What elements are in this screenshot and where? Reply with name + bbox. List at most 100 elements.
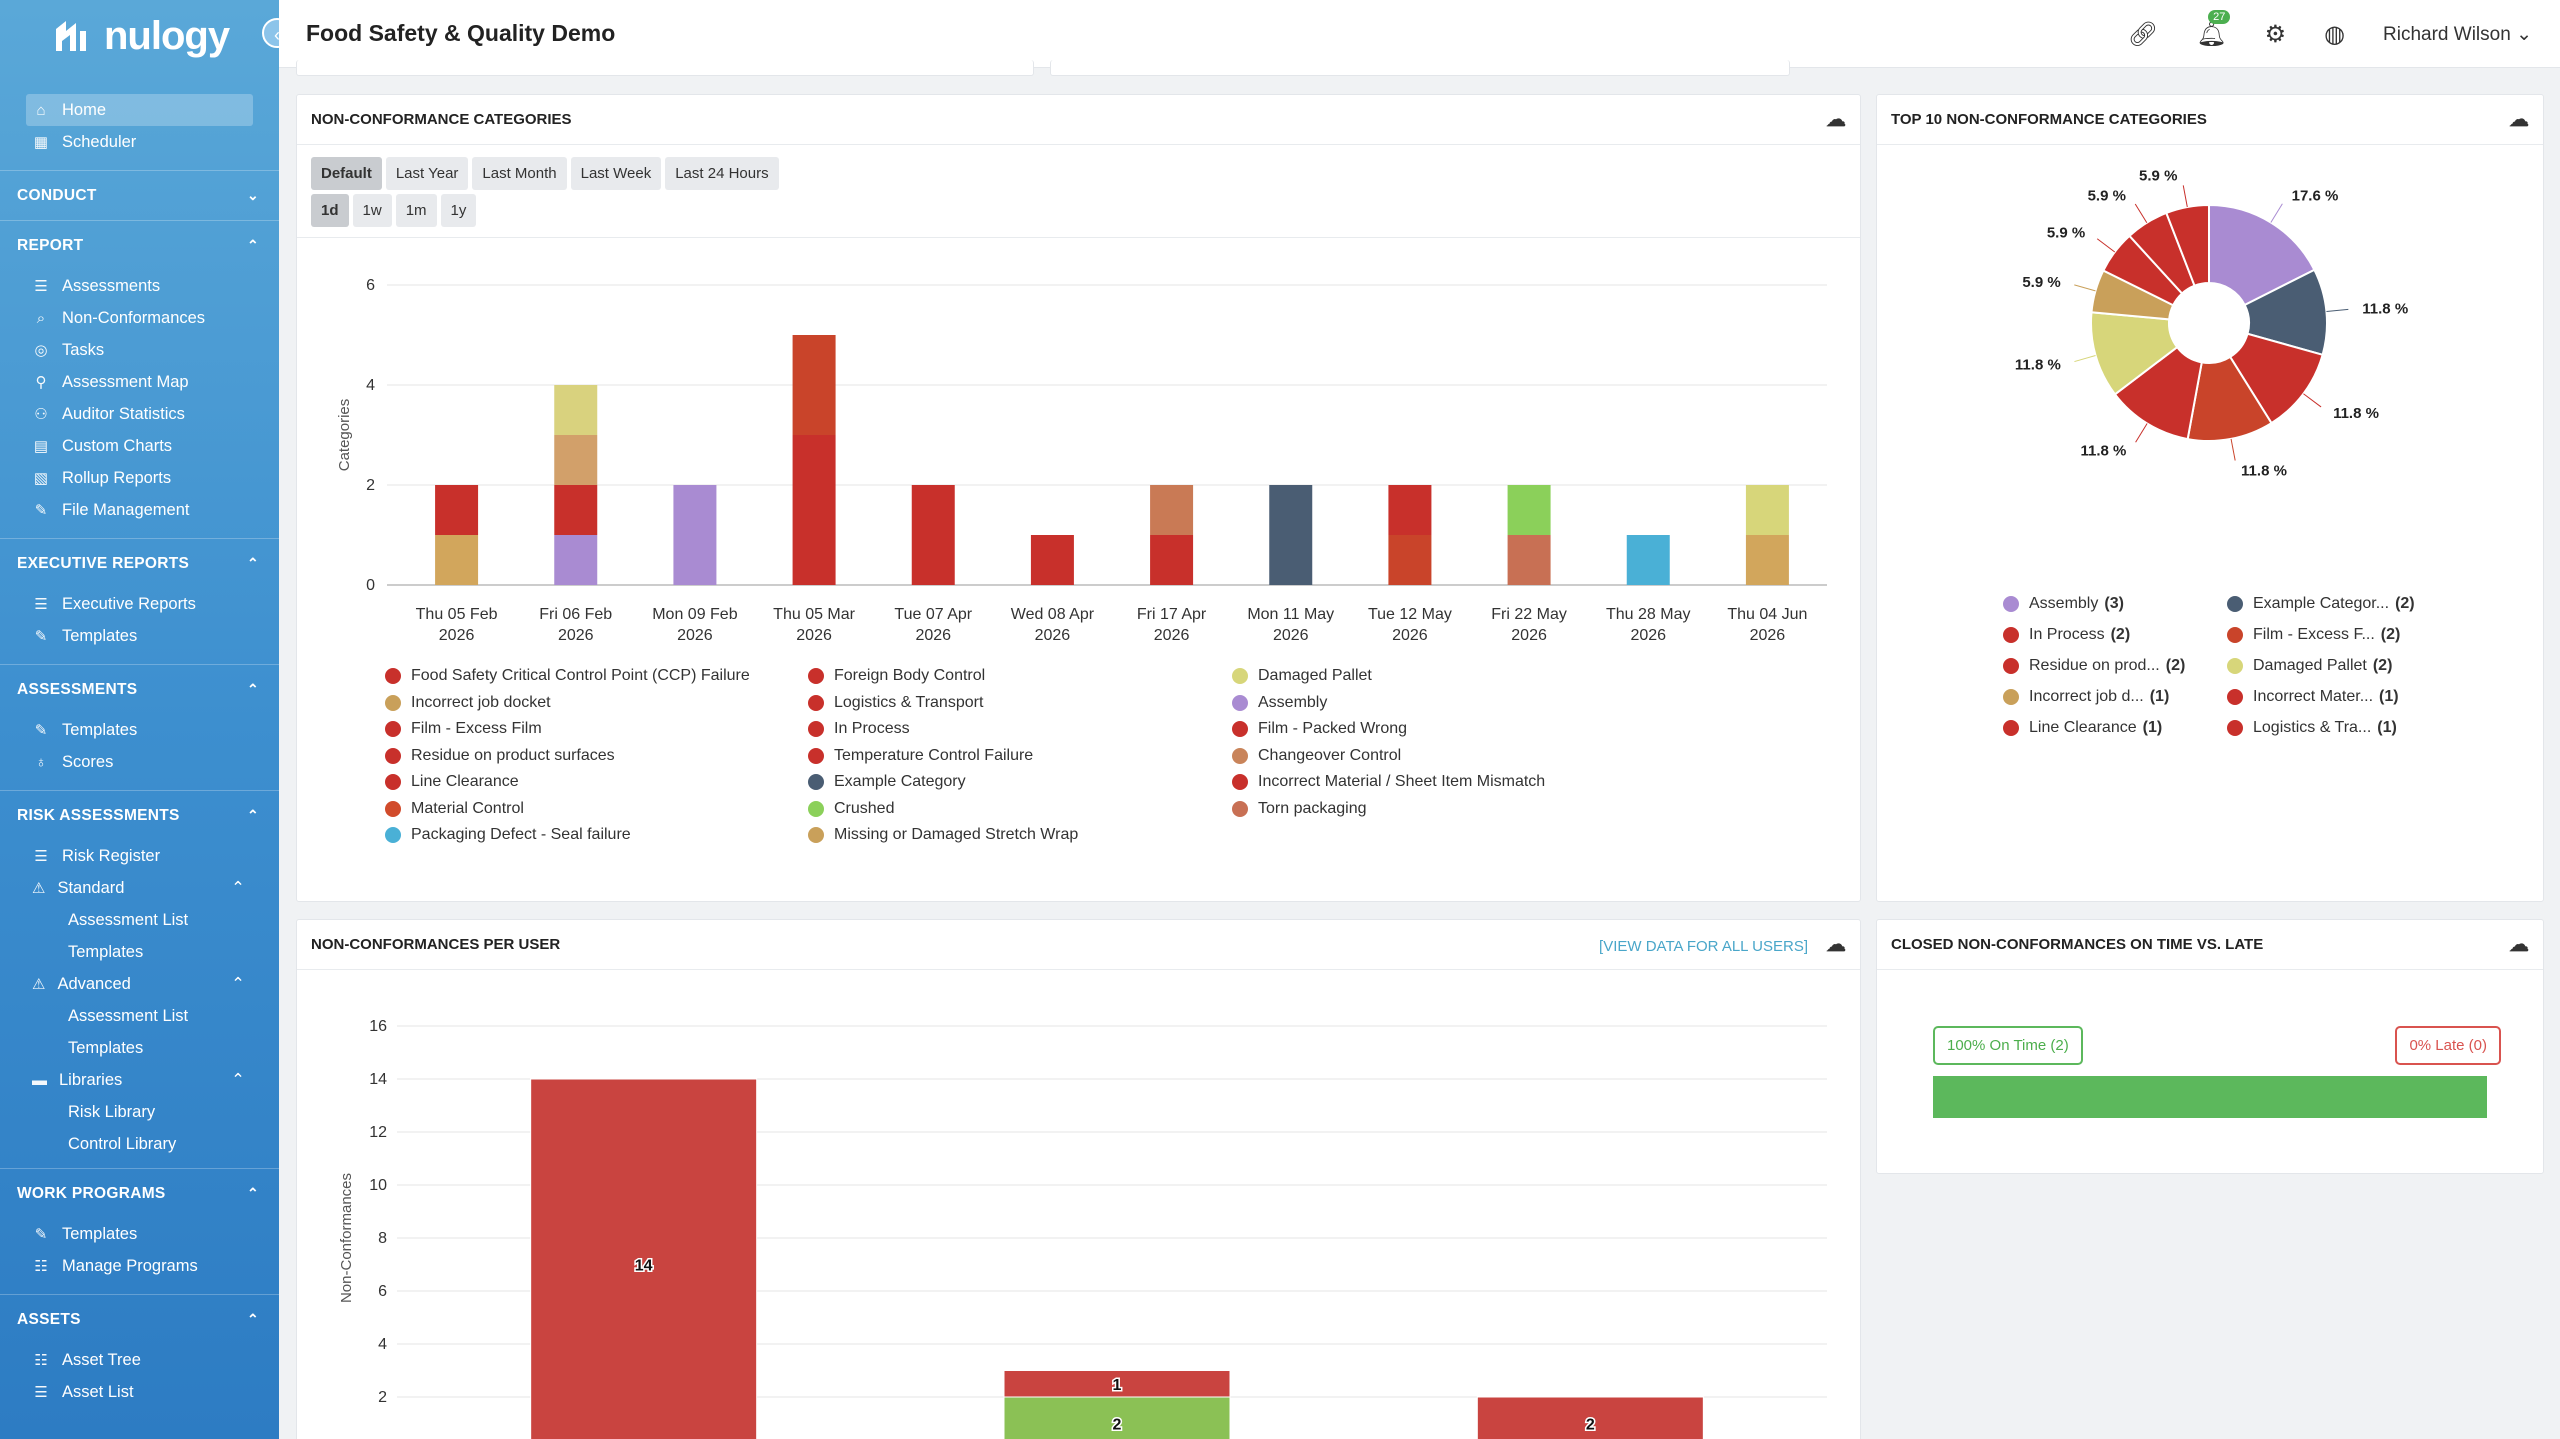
sidebar-item-auditor-statistics[interactable]: ⚇ Auditor Statistics — [0, 398, 279, 430]
sidebar-item-exec-templates[interactable]: ✎ Templates — [0, 620, 279, 652]
download-icon[interactable]: ☁︎ — [1826, 934, 1846, 956]
legend-item[interactable]: Incorrect job d... (1) — [2003, 688, 2169, 706]
legend-item[interactable]: Assembly — [1232, 694, 1327, 712]
sidebar-item-work-templates[interactable]: ✎ Templates — [0, 1218, 279, 1250]
legend-item[interactable]: Incorrect Material / Sheet Item Mismatch — [1232, 773, 1545, 791]
legend-item[interactable]: Temperature Control Failure — [808, 747, 1033, 765]
sidebar-item-rollup-reports[interactable]: ▧ Rollup Reports — [0, 462, 279, 494]
sidebar-item-risk-library[interactable]: Risk Library — [0, 1096, 279, 1128]
range-last-week-button[interactable]: Last Week — [570, 157, 662, 190]
range-default-button[interactable]: Default — [311, 157, 382, 190]
view-all-users-link[interactable]: [VIEW DATA FOR ALL USERS] — [1599, 938, 1808, 955]
legend-label: Assembly — [1258, 693, 1328, 711]
legend-item[interactable]: Film - Excess F... (2) — [2227, 626, 2400, 644]
legend-item[interactable]: Changeover Control — [1232, 747, 1401, 765]
bar-segment — [1745, 535, 1789, 585]
zoom-1m-button[interactable]: 1m — [395, 194, 437, 227]
sidebar-item-file-management[interactable]: ✎ File Management — [0, 494, 279, 526]
legend-item[interactable]: Incorrect job docket — [385, 694, 551, 712]
sidebar-item-custom-charts[interactable]: ▤ Custom Charts — [0, 430, 279, 462]
sidebar-item-label: Scores — [62, 752, 114, 771]
legend-item[interactable]: Logistics & Tra... (1) — [2227, 719, 2397, 737]
sidebar-item-manage-programs[interactable]: ☷ Manage Programs — [0, 1250, 279, 1282]
paperclip-icon: ✎ — [34, 502, 48, 519]
user-menu[interactable]: Richard Wilson ⌄ — [2383, 23, 2532, 46]
legend-item[interactable]: Torn packaging — [1232, 800, 1367, 818]
logo[interactable]: nulogy — [0, 0, 279, 72]
legend-item[interactable]: Line Clearance (1) — [2003, 719, 2162, 737]
section-conduct[interactable]: CONDUCT ⌄ — [0, 170, 279, 220]
sidebar-item-adv-templates[interactable]: Templates — [0, 1032, 279, 1064]
legend-item[interactable]: Foreign Body Control — [808, 667, 985, 685]
section-executive-reports[interactable]: EXECUTIVE REPORTS ⌃ — [0, 538, 279, 588]
x-tick-label: 2026 — [1035, 627, 1071, 644]
sidebar-item-assess-templates[interactable]: ✎ Templates — [0, 714, 279, 746]
x-tick-label: Thu 04 Jun — [1727, 606, 1807, 623]
sidebar-item-std-assessment-list[interactable]: Assessment List — [0, 904, 279, 936]
sidebar-item-assessment-map[interactable]: ⚲ Assessment Map — [0, 366, 279, 398]
sidebar-item-risk-register[interactable]: ☰ Risk Register — [0, 840, 279, 872]
sidebar-item-scores[interactable]: ♁ Scores — [0, 746, 279, 778]
section-risk-assessments[interactable]: RISK ASSESSMENTS ⌃ — [0, 790, 279, 840]
sidebar-item-scheduler[interactable]: ▦ Scheduler — [0, 126, 279, 158]
legend-item[interactable]: Food Safety Critical Control Point (CCP)… — [385, 667, 750, 685]
download-icon[interactable]: ☁︎ — [2509, 934, 2529, 956]
legend-item[interactable]: In Process (2) — [2003, 626, 2130, 644]
sidebar-item-home[interactable]: ⌂ Home — [26, 94, 253, 126]
range-last-24-hours-button[interactable]: Last 24 Hours — [665, 157, 779, 190]
range-last-month-button[interactable]: Last Month — [472, 157, 567, 190]
bar-segment — [1507, 485, 1551, 535]
legend-item[interactable]: Damaged Pallet — [1232, 667, 1372, 685]
sidebar-item-advanced[interactable]: ⚠ Advanced ⌃ — [0, 968, 279, 1000]
legend-item[interactable]: Crushed — [808, 800, 894, 818]
legend-item[interactable]: In Process — [808, 720, 910, 738]
zoom-1w-button[interactable]: 1w — [352, 194, 392, 227]
gear-icon[interactable]: ⚙ — [2264, 20, 2287, 48]
x-tick-label: 2026 — [1630, 627, 1666, 644]
legend-item[interactable]: Line Clearance — [385, 773, 519, 791]
legend-item[interactable]: Film - Excess Film — [385, 720, 542, 738]
map-pin-icon: ⚲ — [35, 374, 47, 391]
legend-item[interactable]: Residue on product surfaces — [385, 747, 615, 765]
sidebar-item-executive-reports[interactable]: ☰ Executive Reports — [0, 588, 279, 620]
legend-item[interactable]: Missing or Damaged Stretch Wrap — [808, 826, 1078, 844]
y-tick-label: 4 — [366, 377, 375, 394]
download-icon[interactable]: ☁︎ — [1826, 109, 1846, 131]
edit-icon: ✎ — [34, 722, 48, 739]
legend-item[interactable]: Material Control — [385, 800, 524, 818]
legend-label: Damaged Pallet — [1258, 667, 1372, 684]
legend-item[interactable]: Logistics & Transport — [808, 694, 983, 712]
sidebar-item-std-templates[interactable]: Templates — [0, 936, 279, 968]
section-report[interactable]: REPORT ⌃ — [0, 220, 279, 270]
legend-item[interactable]: Incorrect Mater... (1) — [2227, 688, 2399, 706]
sidebar-item-standard[interactable]: ⚠ Standard ⌃ — [0, 872, 279, 904]
legend-item[interactable]: Example Category — [808, 773, 966, 791]
section-assets[interactable]: ASSETS ⌃ — [0, 1294, 279, 1344]
section-work-programs[interactable]: WORK PROGRAMS ⌃ — [0, 1168, 279, 1218]
legend-item[interactable]: Example Categor... (2) — [2227, 595, 2415, 613]
link-icon[interactable]: 🔗︎ — [2127, 20, 2159, 48]
legend-item[interactable]: Film - Packed Wrong — [1232, 720, 1407, 738]
section-assessments[interactable]: ASSESSMENTS ⌃ — [0, 664, 279, 714]
zoom-1y-button[interactable]: 1y — [440, 194, 477, 227]
legend-item[interactable]: Damaged Pallet (2) — [2227, 657, 2392, 675]
legend-item[interactable]: Packaging Defect - Seal failure — [385, 826, 631, 844]
sidebar-item-asset-list[interactable]: ☰ Asset List — [0, 1376, 279, 1408]
sidebar-item-control-library[interactable]: Control Library — [0, 1128, 279, 1160]
legend-item[interactable]: Assembly (3) — [2003, 595, 2124, 613]
range-last-year-button[interactable]: Last Year — [385, 157, 469, 190]
sidebar-item-adv-assessment-list[interactable]: Assessment List — [0, 1000, 279, 1032]
legend-item[interactable]: Residue on prod... (2) — [2003, 657, 2185, 675]
zoom-1d-button[interactable]: 1d — [311, 194, 349, 227]
bell-icon[interactable]: 🔔︎ 27 — [2196, 9, 2231, 49]
x-tick-label: 2026 — [677, 627, 713, 644]
tasks-icon: ◎ — [34, 342, 48, 359]
sidebar-item-assessments[interactable]: ☰ Assessments — [0, 270, 279, 302]
sidebar-item-non-conformances[interactable]: ⌕ Non-Conformances — [0, 302, 279, 334]
sidebar-item-libraries[interactable]: ▬ Libraries ⌃ — [0, 1064, 279, 1096]
globe-icon[interactable]: ◍ — [2324, 20, 2346, 48]
download-icon[interactable]: ☁︎ — [2509, 109, 2529, 131]
y-tick-label: 16 — [369, 1018, 387, 1035]
sidebar-item-asset-tree[interactable]: ☷ Asset Tree — [0, 1344, 279, 1376]
sidebar-item-tasks[interactable]: ◎ Tasks — [0, 334, 279, 366]
